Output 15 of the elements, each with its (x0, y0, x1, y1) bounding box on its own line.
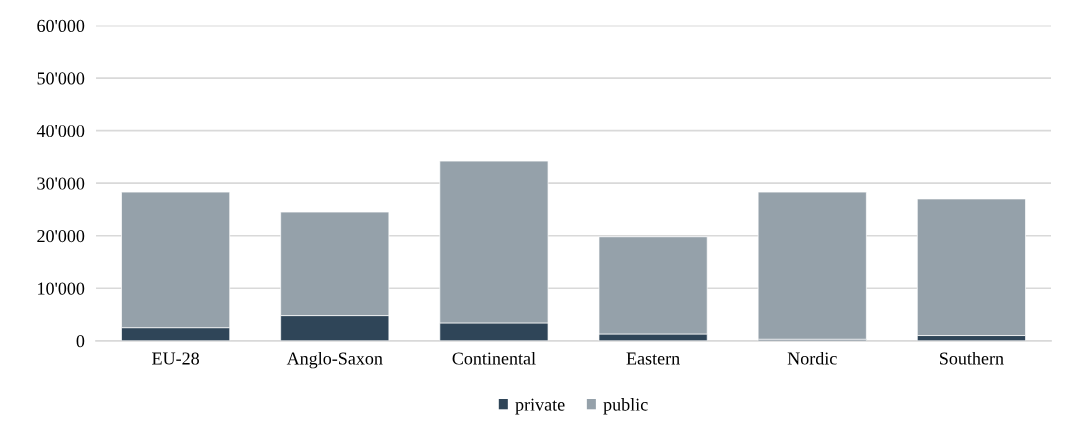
x-tick-label: EU-28 (152, 352, 199, 365)
x-tick-label: Eastern (626, 352, 680, 365)
y-tick-label: 0 (76, 335, 85, 348)
x-tick-label: Continental (452, 351, 536, 365)
legend-label: public (603, 398, 648, 415)
y-tick-label: 60'000 (37, 19, 85, 32)
y-tick-label: 20'000 (37, 229, 85, 243)
y-tick-label: 50'000 (37, 72, 85, 85)
y-tick-label: 10'000 (38, 282, 85, 295)
y-tick-label: 30'000 (37, 177, 85, 190)
y-tick-label: 40'000 (36, 124, 85, 138)
legend-label: private (515, 398, 565, 415)
x-tick-label: Southern (940, 351, 1004, 365)
x-tick-label: Nordic (787, 351, 837, 365)
x-tick-label: Anglo-Saxon (286, 351, 383, 369)
